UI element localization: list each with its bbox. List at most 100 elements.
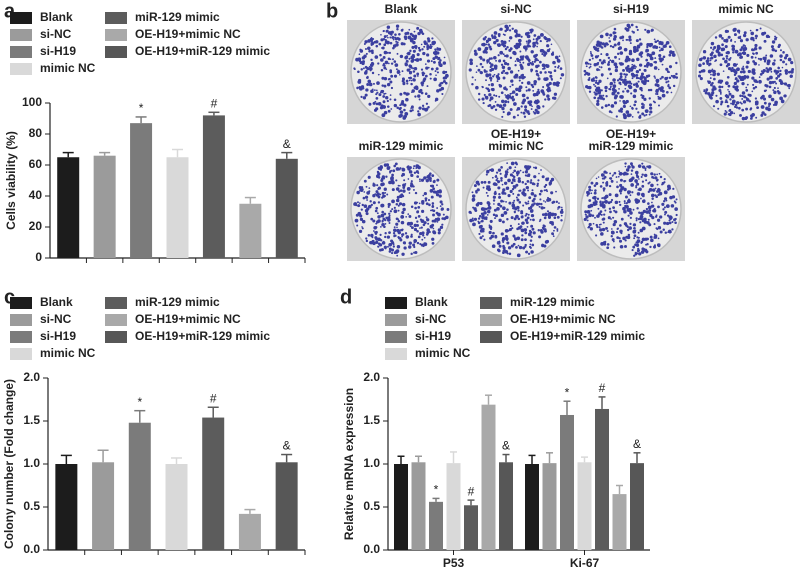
colony: [377, 246, 379, 248]
colony: [611, 235, 613, 237]
colony: [415, 217, 417, 219]
colony: [658, 97, 661, 100]
colony: [549, 183, 552, 186]
colony: [518, 201, 521, 204]
colony: [623, 210, 627, 214]
colony: [598, 176, 600, 178]
colony: [654, 38, 656, 40]
colony: [504, 175, 507, 178]
colony: [595, 76, 597, 78]
colony: [648, 165, 652, 169]
colony: [743, 70, 745, 72]
colony: [603, 190, 605, 192]
colony: [489, 76, 492, 79]
colony: [365, 70, 368, 73]
colony: [772, 62, 774, 64]
colony: [620, 78, 623, 81]
colony: [410, 184, 414, 188]
colony: [642, 219, 645, 222]
colony: [424, 237, 426, 239]
colony: [526, 57, 529, 60]
colony: [488, 181, 491, 184]
colony: [482, 86, 484, 88]
colony: [772, 89, 774, 91]
colony: [611, 199, 613, 201]
colony: [503, 103, 507, 107]
colony: [623, 173, 626, 176]
colony: [721, 37, 724, 40]
colony: [615, 210, 618, 213]
colony: [529, 45, 531, 47]
colony: [740, 39, 743, 42]
colony: [669, 65, 672, 68]
colony: [486, 174, 488, 176]
colony: [409, 170, 413, 174]
colony: [595, 234, 597, 236]
colony: [365, 237, 367, 239]
colony: [426, 216, 428, 218]
colony: [528, 214, 530, 216]
colony: [486, 43, 488, 45]
colony: [644, 69, 647, 72]
colony: [539, 219, 541, 221]
colony: [597, 82, 600, 85]
colony: [780, 59, 783, 62]
colony: [647, 182, 649, 184]
colony: [556, 201, 558, 203]
colony: [498, 193, 500, 195]
colony: [668, 84, 670, 86]
colony: [439, 63, 443, 67]
colony: [485, 97, 488, 100]
colony: [501, 43, 504, 46]
colony: [646, 238, 649, 241]
colony: [604, 176, 607, 179]
colony: [373, 230, 375, 232]
colony: [774, 69, 777, 72]
colony: [503, 77, 506, 80]
colony: [387, 246, 389, 248]
legend-swatch: [10, 297, 32, 309]
colony: [743, 95, 746, 98]
colony: [658, 105, 660, 107]
colony: [549, 75, 552, 78]
colony: [480, 71, 483, 74]
colony: [671, 228, 673, 230]
colony: [432, 214, 435, 217]
colony: [527, 63, 530, 66]
colony: [698, 74, 701, 77]
colony: [403, 109, 406, 112]
colony: [767, 62, 770, 65]
colony: [639, 229, 643, 233]
colony: [744, 31, 747, 34]
colony: [403, 241, 406, 244]
colony: [773, 91, 776, 94]
colony: [590, 204, 594, 208]
colony: [638, 188, 642, 192]
colony: [384, 232, 386, 234]
colony: [403, 246, 406, 249]
colony: [605, 90, 608, 93]
colony: [390, 210, 392, 212]
colony: [431, 37, 433, 39]
colony: [516, 174, 518, 176]
colony: [500, 28, 503, 31]
legend-label: mimic NC: [40, 61, 96, 75]
colony: [406, 80, 409, 83]
colony: [384, 246, 387, 249]
colony: [784, 69, 788, 73]
colony: [355, 58, 359, 62]
colony: [618, 201, 620, 203]
colony: [419, 98, 421, 100]
colony: [646, 243, 648, 245]
colony: [604, 209, 606, 211]
colony: [633, 83, 636, 86]
colony: [389, 215, 391, 217]
colony: [382, 90, 384, 92]
colony: [377, 212, 379, 214]
colony: [488, 202, 491, 205]
colony: [469, 58, 473, 62]
colony: [654, 61, 657, 64]
colony: [612, 78, 616, 82]
colony: [469, 62, 473, 66]
colony: [766, 84, 769, 87]
